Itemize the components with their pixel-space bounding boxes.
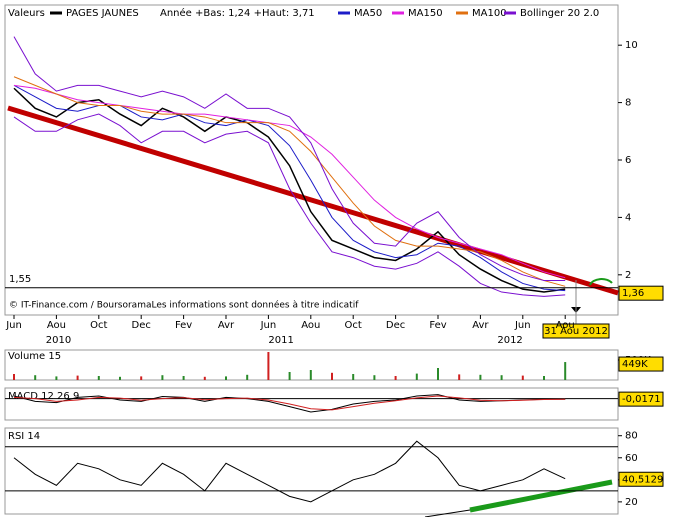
last-value: 40,5129 xyxy=(622,474,663,485)
x-tick-label: Dec xyxy=(132,320,151,331)
line-series xyxy=(13,395,566,411)
date-label: 31 Aou 2012 xyxy=(544,326,608,337)
y-tick-label: 60 xyxy=(625,453,638,464)
x-tick-label: Jun xyxy=(514,320,531,331)
source: © IT-Finance.com / BoursoramaLes informa… xyxy=(9,300,359,311)
volume-bar xyxy=(500,375,503,380)
volume-bar xyxy=(140,376,143,380)
volume-bar xyxy=(225,376,227,380)
volume-bar xyxy=(182,376,185,380)
x-tick-label: Fev xyxy=(175,320,192,331)
date-box xyxy=(542,323,610,339)
value-box xyxy=(618,391,664,407)
volume-bar xyxy=(415,373,418,380)
macd-panel xyxy=(4,387,619,421)
year-label: 2011 xyxy=(268,335,293,346)
volume-bar xyxy=(352,374,355,380)
volume-bar xyxy=(97,376,100,380)
annotation-arc xyxy=(589,278,613,286)
volume-bar xyxy=(13,374,15,380)
y-tick-label: 8 xyxy=(625,98,631,109)
y-tick-label: 20 xyxy=(625,497,638,508)
x-tick-label: Jun xyxy=(260,320,277,331)
line-series xyxy=(13,36,566,282)
line-series xyxy=(13,440,566,503)
volume-bar xyxy=(331,372,333,380)
volume-bar xyxy=(119,376,121,380)
legend-label: MA100 xyxy=(472,8,507,19)
rsi-trend-thin xyxy=(424,509,471,517)
volume-bar xyxy=(521,375,524,380)
y-tick-label: 80 xyxy=(625,431,638,442)
x-tick-label: Aou xyxy=(301,320,320,331)
volume-bar xyxy=(458,374,461,380)
y-tick-label: 4 xyxy=(625,212,631,223)
trend-line xyxy=(7,105,619,296)
x-tick-label: Oct xyxy=(90,320,107,331)
legend-label: MA150 xyxy=(408,8,443,19)
line-series xyxy=(13,84,566,279)
line-series xyxy=(13,76,566,287)
line-series xyxy=(13,113,566,297)
last-value: 1,36 xyxy=(622,288,644,299)
year-label: 2010 xyxy=(46,335,71,346)
x-tick-label: Dec xyxy=(386,320,405,331)
volume-bar xyxy=(373,375,376,380)
ref-label: 1,55 xyxy=(9,274,31,285)
rsi-panel xyxy=(4,427,619,515)
rsi-trend xyxy=(469,479,613,513)
subtitle: Année +Bas: 1,24 +Haut: 3,71 xyxy=(160,7,315,19)
volume-bar xyxy=(267,352,270,380)
x-tick-label: Avr xyxy=(218,320,235,331)
last-value: 449K xyxy=(622,359,648,370)
x-tick-label: Jun xyxy=(5,320,22,331)
panel-title: Volume 15 xyxy=(8,351,61,362)
x-tick-label: Aou xyxy=(556,320,575,331)
last-value: -0,0171 xyxy=(622,394,661,405)
volume-bar xyxy=(309,370,312,380)
x-tick-label: Avr xyxy=(472,320,489,331)
volume-bar xyxy=(437,368,439,380)
x-tick-label: Oct xyxy=(345,320,362,331)
volume-bar xyxy=(246,374,249,380)
volume-bar xyxy=(76,375,79,380)
legend-label: Valeurs xyxy=(8,8,45,19)
y-tick-label: 2 xyxy=(625,270,631,281)
y-tick-label: 6 xyxy=(625,155,631,166)
volume-bar xyxy=(161,375,164,380)
x-tick-label: Fev xyxy=(429,320,446,331)
year-label: 2012 xyxy=(497,335,522,346)
legend-label: MA50 xyxy=(354,8,382,19)
line-series xyxy=(13,87,566,293)
value-box xyxy=(618,356,664,372)
volume-bar xyxy=(288,372,291,380)
volume-bar xyxy=(543,376,545,380)
legend-label: Bollinger 20 2.0 xyxy=(520,8,599,19)
volume-bar xyxy=(34,375,37,380)
y-tick-label: 10 xyxy=(625,40,638,51)
volume-bar xyxy=(479,374,482,380)
value-box xyxy=(618,285,664,301)
x-tick-label: Aou xyxy=(47,320,66,331)
value-box xyxy=(618,471,664,487)
volume-bar xyxy=(55,376,58,380)
volume-bar xyxy=(203,376,206,380)
panel-title: RSI 14 xyxy=(8,431,40,442)
volume-bar xyxy=(564,362,567,380)
volume-bar xyxy=(394,376,397,380)
title: PAGES JAUNES xyxy=(66,8,139,19)
panel-title: MACD 12 26 9 xyxy=(8,391,79,402)
